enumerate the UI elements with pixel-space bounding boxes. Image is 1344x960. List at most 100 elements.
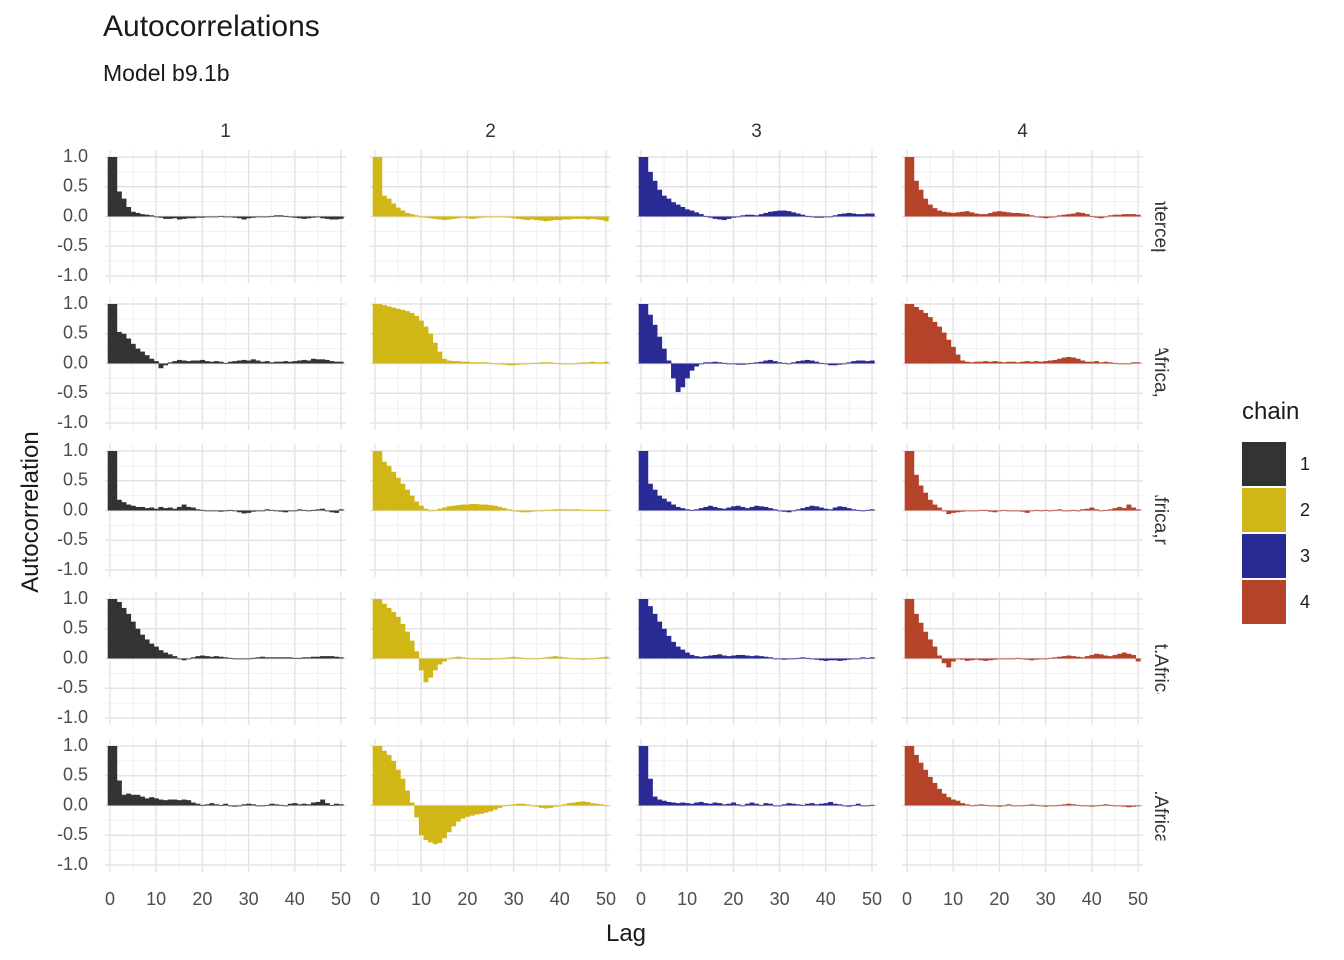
acf-bar bbox=[548, 216, 554, 221]
acf-bar bbox=[241, 658, 247, 660]
acf-bar bbox=[1135, 362, 1141, 364]
acf-bar bbox=[1112, 805, 1118, 807]
acf-bar bbox=[278, 804, 284, 806]
acf-bar bbox=[1112, 654, 1118, 659]
x-tick-label: 0 bbox=[105, 889, 115, 909]
acf-bar bbox=[297, 657, 303, 659]
acf-bar bbox=[149, 507, 155, 511]
acf-bar bbox=[232, 510, 238, 512]
acf-bar bbox=[638, 304, 644, 364]
acf-bar bbox=[969, 510, 975, 512]
acf-bar bbox=[121, 198, 127, 217]
acf-bar bbox=[1001, 805, 1007, 807]
acf-bar bbox=[204, 804, 210, 806]
acf-bar bbox=[1080, 360, 1086, 364]
acf-bar bbox=[589, 216, 595, 219]
acf-bar bbox=[1047, 360, 1053, 364]
acf-bar bbox=[1084, 656, 1090, 659]
acf-bar bbox=[937, 326, 942, 364]
acf-bar bbox=[441, 658, 447, 662]
acf-bar bbox=[121, 333, 127, 364]
acf-bar bbox=[941, 211, 947, 217]
acf-bar bbox=[731, 655, 737, 659]
acf-bar bbox=[241, 359, 247, 364]
acf-bar bbox=[964, 658, 970, 661]
acf-bar bbox=[643, 599, 649, 659]
acf-bar bbox=[140, 351, 145, 364]
acf-bar bbox=[1061, 214, 1067, 217]
acf-bar bbox=[121, 794, 127, 806]
acf-bar bbox=[372, 157, 378, 217]
acf-bar bbox=[823, 658, 829, 661]
acf-bar bbox=[428, 658, 434, 678]
acf-bar bbox=[158, 650, 164, 659]
acf-bar bbox=[320, 359, 326, 364]
acf-bar bbox=[973, 510, 979, 512]
acf-bar bbox=[1126, 363, 1132, 365]
acf-bar bbox=[465, 657, 471, 659]
acf-bar bbox=[1006, 804, 1012, 806]
acf-bar bbox=[130, 505, 136, 511]
acf-bar bbox=[297, 804, 303, 806]
acf-bar bbox=[580, 801, 586, 806]
acf-bar bbox=[647, 778, 653, 806]
acf-bar bbox=[1098, 654, 1104, 659]
acf-bar bbox=[455, 656, 461, 659]
acf-bar bbox=[1135, 805, 1141, 807]
acf-bar bbox=[144, 508, 150, 511]
acf-bar bbox=[689, 654, 695, 659]
x-tick-label: 10 bbox=[411, 889, 431, 909]
acf-bar bbox=[950, 658, 956, 662]
acf-bar bbox=[955, 510, 961, 513]
acf-bar bbox=[181, 216, 187, 219]
acf-bar bbox=[1038, 510, 1044, 512]
acf-bar bbox=[200, 509, 206, 511]
acf-bar bbox=[511, 363, 517, 366]
acf-bar bbox=[414, 501, 420, 511]
acf-bar bbox=[227, 361, 233, 364]
acf-bar bbox=[181, 658, 187, 661]
acf-bar bbox=[684, 803, 690, 806]
acf-bar bbox=[855, 214, 861, 217]
acf-bar bbox=[306, 360, 312, 364]
acf-bar bbox=[680, 363, 686, 388]
acf-bar bbox=[671, 641, 676, 659]
acf-bar bbox=[469, 805, 475, 816]
acf-bar bbox=[1098, 510, 1104, 512]
acf-bar bbox=[909, 451, 915, 511]
acf-bar bbox=[932, 646, 938, 659]
acf-bar bbox=[740, 363, 746, 365]
acf-bar bbox=[149, 358, 155, 364]
acf-bar bbox=[190, 507, 196, 511]
acf-bar bbox=[575, 362, 581, 364]
y-tick-label: -1.0 bbox=[57, 707, 88, 727]
acf-bar bbox=[255, 360, 261, 364]
acf-bar bbox=[749, 656, 755, 659]
acf-bar bbox=[446, 658, 452, 660]
acf-bar bbox=[153, 361, 159, 364]
acf-bar bbox=[763, 803, 769, 806]
acf-bar bbox=[671, 202, 676, 217]
acf-bar bbox=[721, 508, 727, 511]
x-tick-label: 50 bbox=[331, 889, 351, 909]
acf-bar bbox=[1080, 212, 1086, 217]
acf-bar bbox=[451, 505, 457, 511]
acf-bar bbox=[232, 805, 238, 807]
acf-bar bbox=[1103, 361, 1109, 364]
legend-key-chain-2 bbox=[1242, 488, 1286, 532]
acf-bar bbox=[121, 502, 127, 511]
acf-bar bbox=[1015, 510, 1021, 512]
acf-bar bbox=[1094, 361, 1100, 364]
acf-bar bbox=[992, 361, 998, 364]
acf-bar bbox=[112, 304, 118, 364]
acf-bar bbox=[163, 216, 169, 219]
acf-bar bbox=[511, 510, 517, 512]
acf-bar bbox=[153, 216, 159, 218]
acf-bar bbox=[130, 211, 136, 217]
acf-bar bbox=[250, 510, 256, 512]
acf-bar bbox=[334, 361, 339, 364]
acf-bar bbox=[264, 804, 270, 806]
acf-bar bbox=[292, 361, 298, 364]
acf-bar bbox=[684, 363, 690, 379]
acf-bar bbox=[483, 362, 489, 364]
